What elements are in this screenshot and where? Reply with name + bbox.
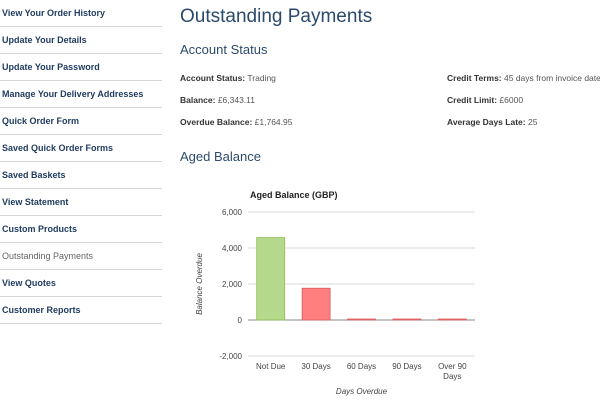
overdue-balance-label: Overdue Balance: [180,117,253,127]
y-tick-label: -2,000 [219,352,242,361]
sidebar-item-manage-your-delivery-addresses[interactable]: Manage Your Delivery Addresses [0,81,162,108]
bar-90-days [392,318,422,321]
sidebar-item-view-quotes[interactable]: View Quotes [0,270,162,297]
sidebar-item-saved-baskets[interactable]: Saved Baskets [0,162,162,189]
y-axis-label: Balance Overdue [195,253,204,315]
sidebar-item-view-your-order-history[interactable]: View Your Order History [0,0,162,27]
balance-value: £6,343.11 [217,95,255,105]
y-tick-label: 6,000 [222,208,243,217]
balance-label: Balance: [180,95,216,105]
page-title: Outstanding Payments [180,6,373,27]
balance-field: Balance: £6,343.11 [180,95,255,105]
x-tick-label-line2: Days [443,372,461,381]
credit-terms-value: 45 days from invoice date [504,73,600,83]
x-axis-label: Days Overdue [336,387,388,396]
overdue-balance-value: £1,764.95 [254,117,293,127]
sidebar-item-customer-reports[interactable]: Customer Reports [0,297,162,324]
x-tick-label: Not Due [256,362,286,371]
sidebar-nav: View Your Order History Update Your Detai… [0,0,162,324]
account-status-value: Trading [247,73,276,83]
average-days-late-field: Average Days Late: 25 [447,117,537,127]
credit-limit-label: Credit Limit: [447,95,498,105]
x-tick-label: 90 Days [392,362,421,371]
bar-30-days [301,287,331,321]
y-tick-label: 4,000 [222,244,243,253]
bar-over-90-days [437,318,467,321]
chart-title: Aged Balance (GBP) [250,190,338,200]
sidebar-item-view-statement[interactable]: View Statement [0,189,162,216]
y-tick-label: 0 [238,316,243,325]
sidebar-item-update-your-details[interactable]: Update Your Details [0,27,162,54]
x-tick-label: 60 Days [347,362,376,371]
average-days-late-label: Average Days Late: [447,117,526,127]
credit-terms-label: Credit Terms: [447,73,502,83]
aged-balance-chart: Aged Balance (GBP) -2,000 0 2,000 4,000 6,000… [195,190,475,396]
account-status-field: Account Status: Trading [180,73,276,83]
sidebar-item-quick-order-form[interactable]: Quick Order Form [0,108,162,135]
account-status-label: Account Status: [180,73,246,83]
average-days-late-value: 25 [527,117,538,127]
sidebar-item-update-your-password[interactable]: Update Your Password [0,54,162,81]
x-tick-label: 30 Days [301,362,330,371]
y-tick-label: 2,000 [222,280,243,289]
sidebar-item-saved-quick-order-forms[interactable]: Saved Quick Order Forms [0,135,162,162]
credit-terms-field: Credit Terms: 45 days from invoice date [447,73,600,83]
sidebar-item-custom-products[interactable]: Custom Products [0,216,162,243]
bar-not-due [256,237,286,321]
main-content: Outstanding Payments Account Status Acco… [180,0,600,403]
credit-limit-value: £6000 [499,95,524,105]
credit-limit-field: Credit Limit: £6000 [447,95,523,105]
sidebar-item-outstanding-payments[interactable]: Outstanding Payments [0,243,162,270]
aged-balance-heading: Aged Balance [180,149,261,164]
overdue-balance-field: Overdue Balance: £1,764.95 [180,117,292,127]
account-status-heading: Account Status [180,42,268,57]
bar-60-days [347,318,376,321]
x-tick-label-line1: Over 90 [438,362,467,371]
